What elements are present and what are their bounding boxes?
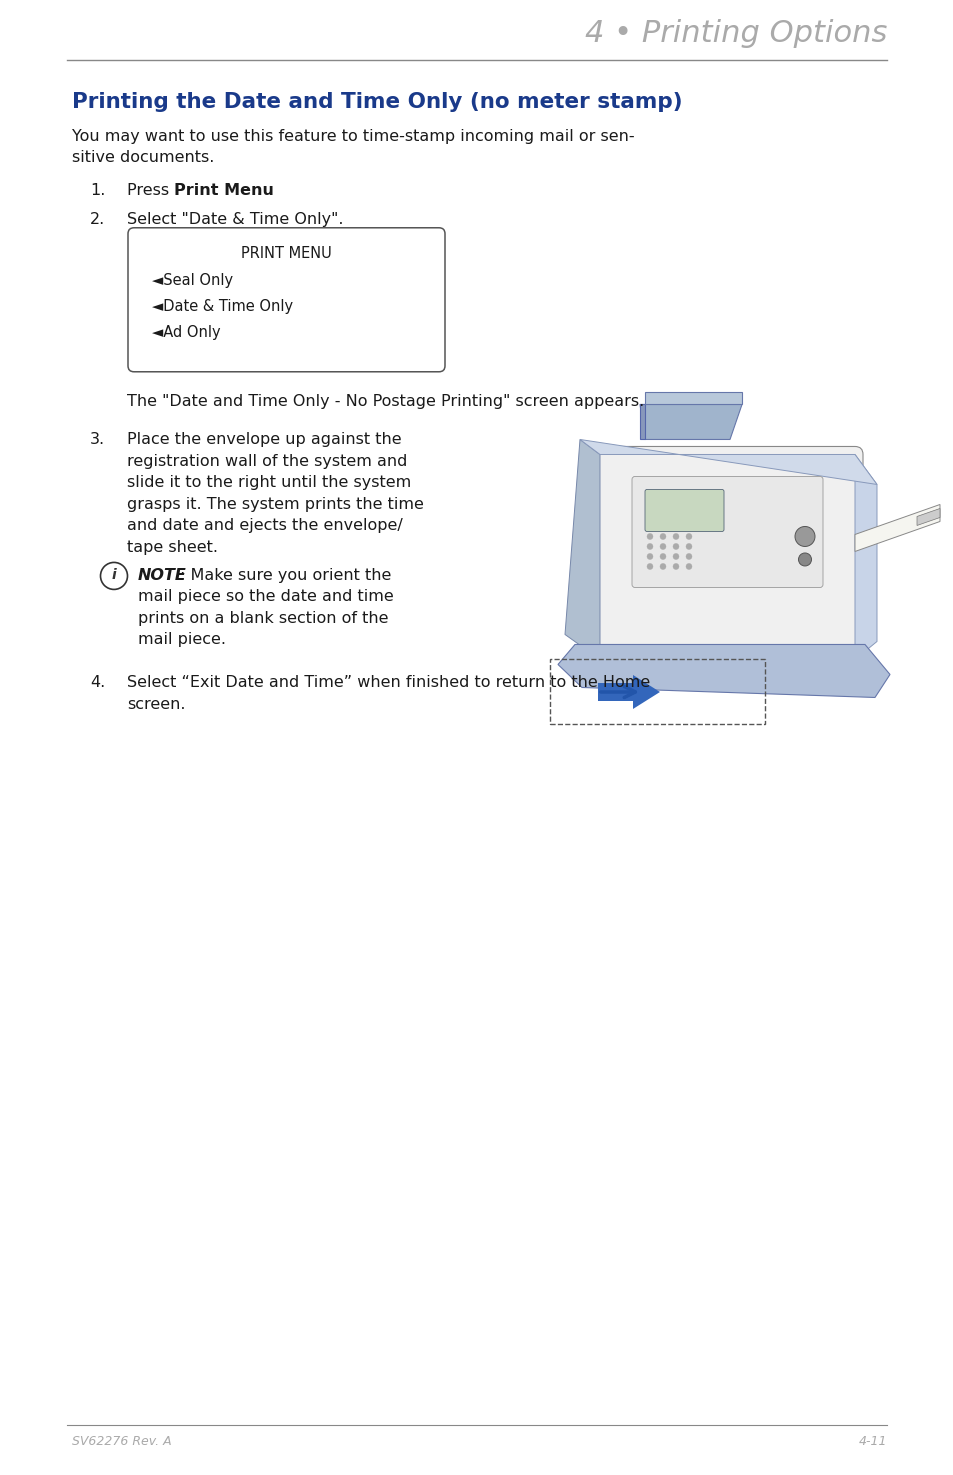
Text: ◄Seal Only: ◄Seal Only [152,273,233,288]
Text: Select “Exit Date and Time” when finished to return to the Home: Select “Exit Date and Time” when finishe… [127,676,650,690]
Text: 4.: 4. [90,676,105,690]
Text: registration wall of the system and: registration wall of the system and [127,454,407,469]
Text: mail piece so the date and time: mail piece so the date and time [138,590,394,605]
FancyBboxPatch shape [598,683,633,701]
Circle shape [672,563,679,569]
Text: NOTE: NOTE [138,568,187,583]
Circle shape [646,563,652,569]
Text: : Make sure you orient the: : Make sure you orient the [180,568,391,583]
Text: i: i [112,568,116,583]
Text: 4 • Printing Options: 4 • Printing Options [584,19,886,49]
Circle shape [659,534,665,540]
Text: Printing the Date and Time Only (no meter stamp): Printing the Date and Time Only (no mete… [71,91,682,112]
Polygon shape [558,645,889,698]
Polygon shape [579,440,876,484]
Circle shape [659,563,665,569]
Circle shape [685,534,691,540]
Circle shape [685,563,691,569]
Circle shape [646,543,652,550]
Text: screen.: screen. [127,696,185,712]
Text: Press: Press [127,183,174,198]
Polygon shape [564,440,599,659]
Text: and date and ejects the envelope/: and date and ejects the envelope/ [127,519,402,534]
Text: 4-11: 4-11 [858,1435,886,1448]
Text: .: . [255,183,261,198]
Circle shape [794,527,814,546]
Text: ◄Date & Time Only: ◄Date & Time Only [152,299,293,314]
Circle shape [646,534,652,540]
Polygon shape [639,404,644,440]
Polygon shape [644,392,741,404]
Text: tape sheet.: tape sheet. [127,540,218,555]
Text: PRINT MENU: PRINT MENU [241,246,332,261]
Circle shape [672,543,679,550]
Text: Print Menu: Print Menu [173,183,274,198]
Text: 1.: 1. [90,183,105,198]
Polygon shape [639,404,741,440]
Text: 3.: 3. [90,432,105,447]
Text: SV62276 Rev. A: SV62276 Rev. A [71,1435,172,1448]
Text: Place the envelope up against the: Place the envelope up against the [127,432,401,447]
Circle shape [659,553,665,559]
Circle shape [646,553,652,559]
Text: 2.: 2. [90,212,105,227]
Circle shape [672,534,679,540]
Circle shape [685,553,691,559]
FancyBboxPatch shape [592,447,862,668]
Circle shape [798,553,811,566]
FancyBboxPatch shape [128,227,444,372]
Text: slide it to the right until the system: slide it to the right until the system [127,475,411,491]
Polygon shape [633,676,659,709]
Text: sitive documents.: sitive documents. [71,150,214,165]
Text: The "Date and Time Only - No Postage Printing" screen appears.: The "Date and Time Only - No Postage Pri… [127,394,643,409]
Text: mail piece.: mail piece. [138,633,226,648]
Text: grasps it. The system prints the time: grasps it. The system prints the time [127,497,423,512]
Circle shape [659,543,665,550]
Polygon shape [854,454,876,659]
Text: prints on a blank section of the: prints on a blank section of the [138,611,388,625]
Text: Select "Date & Time Only".: Select "Date & Time Only". [127,212,343,227]
Text: You may want to use this feature to time-stamp incoming mail or sen-: You may want to use this feature to time… [71,128,634,145]
Circle shape [672,553,679,559]
Text: ◄Ad Only: ◄Ad Only [152,324,220,339]
Circle shape [685,543,691,550]
Polygon shape [854,504,939,552]
Circle shape [100,562,128,590]
FancyBboxPatch shape [644,490,723,531]
Polygon shape [916,509,939,525]
FancyBboxPatch shape [631,476,822,587]
